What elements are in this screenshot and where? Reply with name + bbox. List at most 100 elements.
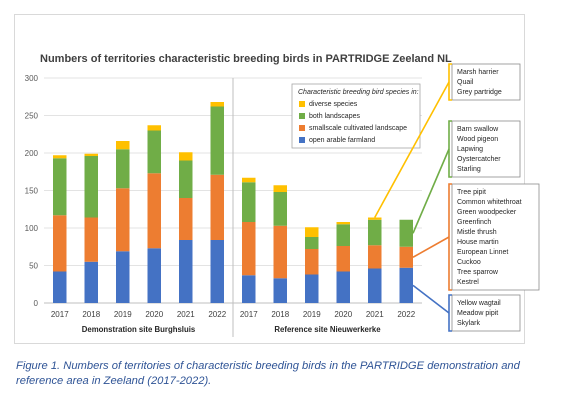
legend-label: smallscale cultivated landscape	[309, 125, 407, 132]
annotation-connector	[374, 81, 450, 218]
bar-segment	[336, 271, 350, 303]
bar-segment	[116, 149, 130, 189]
bar-segment	[305, 227, 319, 237]
bar-segment	[210, 106, 224, 175]
bar-segment	[305, 274, 319, 303]
bar-segment	[305, 249, 319, 275]
bar-segment	[399, 246, 413, 268]
legend-title: Characteristic breeding bird species in:	[298, 89, 419, 96]
bar-segment	[336, 246, 350, 272]
bar-segment	[210, 240, 224, 303]
x-tick-label: 2019	[303, 310, 321, 319]
chart-title: Numbers of territories characteristic br…	[40, 53, 452, 65]
annotation-bracket	[448, 63, 452, 101]
bar-segment	[147, 130, 161, 174]
annotation-bracket	[448, 294, 452, 332]
bar-segment	[273, 278, 287, 303]
y-tick-label: 50	[29, 262, 38, 271]
bar-segment	[273, 185, 287, 192]
bar-segment	[368, 219, 382, 246]
species-label: Grey partridge	[457, 89, 502, 96]
legend-swatch	[299, 125, 305, 131]
annotation-connector	[412, 148, 450, 234]
figure-caption: Figure 1. Numbers of territories of char…	[16, 360, 520, 387]
species-label: Barn swallow	[457, 126, 499, 133]
species-label: Wood pigeon	[457, 136, 498, 143]
y-tick-label: 300	[25, 74, 39, 83]
x-tick-label: 2021	[366, 310, 384, 319]
bar-segment	[179, 240, 193, 303]
annotation-box	[451, 120, 521, 178]
bar-segment	[242, 222, 256, 276]
species-annotations: Marsh harrier Quail Grey partridge Barn swa…	[374, 63, 540, 332]
species-label: Oystercatcher	[457, 156, 501, 163]
legend-swatch	[299, 101, 305, 107]
bar-segment	[116, 251, 130, 303]
bars	[53, 102, 413, 303]
species-label: Greenfinch	[457, 219, 491, 226]
annotation-box	[451, 63, 521, 101]
bar-segment	[53, 155, 67, 159]
legend-label: diverse species	[309, 101, 358, 108]
x-tick-label: 2017	[240, 310, 258, 319]
legend-box	[291, 83, 421, 149]
species-label: Skylark	[457, 320, 480, 327]
annotation-bracket	[448, 183, 452, 291]
bar-segment	[147, 173, 161, 249]
bar-segment	[116, 141, 130, 150]
bar-segment	[116, 188, 130, 252]
bar-segment	[147, 248, 161, 303]
bar-segment	[399, 267, 413, 303]
species-label: Green woodpecker	[457, 209, 517, 216]
bar-segment	[84, 153, 98, 156]
species-label: Mistle thrush	[457, 229, 497, 236]
annotation-bracket	[448, 120, 452, 178]
bar-segment	[336, 222, 350, 225]
legend-label: open arable farmland	[309, 137, 375, 144]
species-label: Cuckoo	[457, 259, 481, 266]
group-label: Reference site Nieuwerkerke	[274, 325, 381, 334]
bar-segment	[53, 158, 67, 216]
bar-segment	[53, 271, 67, 303]
species-label: Kestrel	[457, 279, 479, 286]
annotation-box	[451, 183, 540, 291]
x-tick-label: 2018	[271, 310, 289, 319]
annotation-connector	[412, 236, 450, 258]
species-label: Starling	[457, 166, 481, 173]
species-label: House martin	[457, 239, 499, 246]
x-tick-label: 2021	[177, 310, 195, 319]
bar-segment	[84, 261, 98, 303]
x-axis: 2017 2018 2019 2020 2021 2022 Demonstration si…	[51, 310, 416, 334]
bar-segment	[210, 102, 224, 107]
y-tick-label: 250	[25, 112, 39, 121]
bar-segment	[53, 215, 67, 272]
bar-segment	[147, 125, 161, 131]
legend-label: both landscapes	[309, 113, 360, 120]
bar-segment	[84, 156, 98, 218]
y-tick-label: 100	[25, 224, 39, 233]
legend-swatch	[299, 137, 305, 143]
x-tick-label: 2019	[114, 310, 132, 319]
species-label: Tree pipit	[457, 189, 486, 196]
bar-segment	[179, 152, 193, 161]
species-label: Tree sparrow	[457, 269, 499, 276]
species-label: Meadow pipit	[457, 310, 498, 317]
y-tick-label: 0	[34, 299, 39, 308]
y-tick-label: 150	[25, 187, 39, 196]
x-tick-label: 2020	[145, 310, 163, 319]
species-label: European Linnet	[457, 249, 508, 256]
bar-segment	[242, 275, 256, 303]
bar-segment	[399, 219, 413, 247]
bar-segment	[273, 192, 287, 226]
group-label: Demonstration site Burghsluis	[82, 325, 196, 334]
species-label: Marsh harrier	[457, 69, 499, 76]
bar-segment	[242, 177, 256, 183]
bar-segment	[84, 217, 98, 262]
species-label: Lapwing	[457, 146, 483, 153]
bar-segment	[179, 198, 193, 240]
annotation-box	[451, 294, 521, 332]
x-tick-label: 2018	[82, 310, 100, 319]
bar-segment	[273, 225, 287, 279]
bar-segment	[368, 245, 382, 269]
species-label: Common whitethroat	[457, 199, 522, 206]
